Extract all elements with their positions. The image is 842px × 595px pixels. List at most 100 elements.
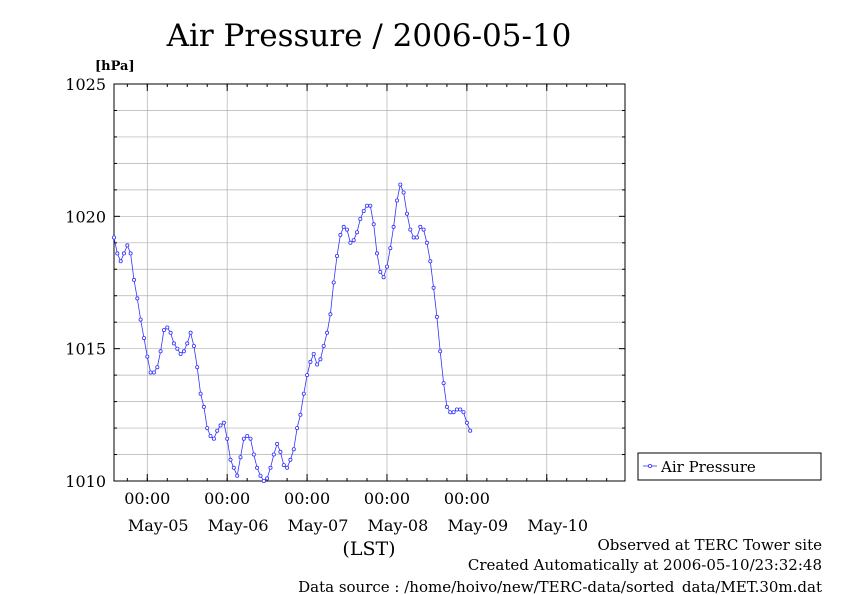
x-day-label: May-09 <box>447 516 508 535</box>
x-day-label: May-05 <box>128 516 189 535</box>
data-point <box>431 285 436 290</box>
data-point <box>398 182 403 187</box>
data-point <box>434 314 439 319</box>
data-point <box>275 441 280 446</box>
data-point <box>361 208 366 213</box>
data-point <box>215 428 220 433</box>
data-point <box>271 452 276 457</box>
data-point <box>388 246 393 251</box>
data-point <box>305 373 310 378</box>
data-point <box>418 224 423 229</box>
data-point <box>278 449 283 454</box>
plot-frame <box>113 83 626 482</box>
data-point <box>208 433 213 438</box>
axis-ticks <box>114 83 625 482</box>
grid-lines <box>114 84 625 481</box>
data-point <box>155 365 160 370</box>
x-day-label: May-08 <box>368 516 429 535</box>
data-point <box>354 230 359 235</box>
data-point <box>211 436 216 441</box>
x-tick-time-label: 00:00 <box>284 489 330 508</box>
data-point <box>298 412 303 417</box>
y-tick-label: 1020 <box>65 207 106 226</box>
y-tick-labels: 1010 1015 1020 1025 <box>65 75 106 491</box>
data-point <box>308 359 313 364</box>
data-point <box>341 224 346 229</box>
data-point <box>461 410 466 415</box>
data-point <box>188 330 193 335</box>
data-point <box>311 351 316 356</box>
data-point <box>458 407 463 412</box>
data-point <box>122 251 127 256</box>
data-point <box>158 349 163 354</box>
data-point <box>268 465 273 470</box>
data-point <box>408 227 413 232</box>
data-point <box>165 325 170 330</box>
data-point <box>131 277 136 282</box>
data-point <box>371 222 376 227</box>
data-point <box>195 365 200 370</box>
data-point <box>334 253 339 258</box>
data-point <box>238 455 243 460</box>
data-point <box>288 457 293 462</box>
data-point <box>235 473 240 478</box>
data-point <box>428 259 433 264</box>
data-point <box>328 312 333 317</box>
data-point <box>348 240 353 245</box>
data-point <box>118 259 123 264</box>
data-point <box>368 203 373 208</box>
data-point <box>168 330 173 335</box>
data-point <box>391 224 396 229</box>
data-point <box>378 269 383 274</box>
data-point <box>231 465 236 470</box>
footer-observed: Observed at TERC Tower site <box>597 536 822 554</box>
data-point <box>325 330 330 335</box>
x-day-label: May-07 <box>288 516 349 535</box>
data-point <box>421 227 426 232</box>
data-point <box>125 243 130 248</box>
data-point <box>414 235 419 240</box>
data-point <box>451 410 456 415</box>
data-point <box>448 410 453 415</box>
data-point <box>295 426 300 431</box>
x-axis-label: (LST) <box>342 538 395 560</box>
data-point <box>218 423 223 428</box>
data-point <box>128 251 133 256</box>
data-point <box>245 433 250 438</box>
data-point <box>205 426 210 431</box>
data-point <box>198 391 203 396</box>
data-point <box>401 190 406 195</box>
data-point <box>384 264 389 269</box>
x-tick-time-label: 00:00 <box>444 489 490 508</box>
legend-label: Air Pressure <box>660 458 756 476</box>
y-tick-label: 1010 <box>65 472 106 491</box>
data-point <box>112 235 117 240</box>
x-tick-time-label: 00:00 <box>364 489 410 508</box>
data-point <box>281 463 286 468</box>
data-point <box>261 478 266 483</box>
y-axis-unit-label: [hPa] <box>95 59 135 74</box>
chart-title: Air Pressure / 2006-05-10 <box>166 18 572 54</box>
data-point <box>265 476 270 481</box>
legend-marker-swatch <box>648 463 653 468</box>
data-point <box>191 343 196 348</box>
footer-created: Created Automatically at 2006-05-10/23:3… <box>468 556 822 574</box>
data-point <box>301 391 306 396</box>
data-point <box>145 354 150 359</box>
data-point <box>464 420 469 425</box>
data-point <box>358 216 363 221</box>
data-point <box>178 351 183 356</box>
y-tick-label: 1015 <box>65 340 106 359</box>
data-point <box>258 473 263 478</box>
data-point <box>394 198 399 203</box>
data-point <box>351 238 356 243</box>
data-point <box>248 436 253 441</box>
data-point <box>381 275 386 280</box>
data-point <box>255 465 260 470</box>
data-point <box>318 357 323 362</box>
data-point <box>424 240 429 245</box>
x-tick-time-label: 00:00 <box>204 489 250 508</box>
data-point <box>441 381 446 386</box>
data-point <box>201 404 206 409</box>
